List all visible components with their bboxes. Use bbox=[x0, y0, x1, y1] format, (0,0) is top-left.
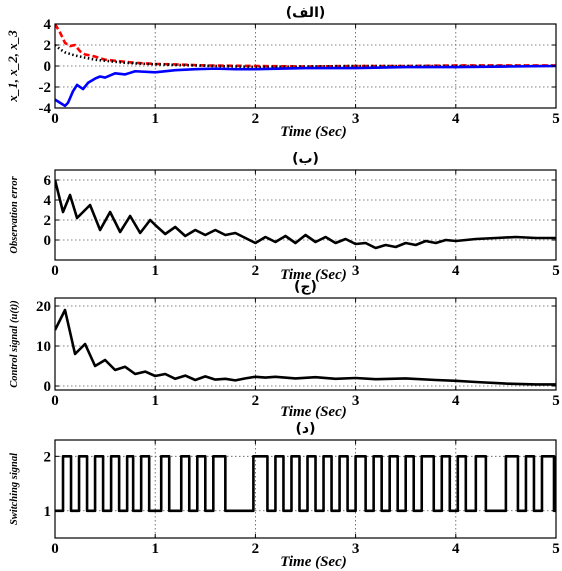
x-tick-label: 4 bbox=[452, 263, 460, 279]
y-axis-label: Control signal (u(t)) bbox=[9, 300, 20, 388]
x-tick-label: 2 bbox=[252, 263, 260, 279]
x-tick-label: 3 bbox=[352, 393, 360, 409]
x-axis-label: Time (Sec) bbox=[280, 404, 347, 420]
series-line-3 bbox=[55, 64, 556, 108]
x-tick-label: 3 bbox=[352, 263, 360, 279]
x-tick-label: 1 bbox=[151, 541, 159, 557]
axes-frame bbox=[54, 169, 557, 261]
series-line-1 bbox=[55, 308, 556, 386]
y-tick-label: 2 bbox=[44, 38, 52, 54]
x-tick-label: 1 bbox=[151, 263, 159, 279]
x-tick-label: 4 bbox=[452, 393, 460, 409]
y-tick-label: 2 bbox=[44, 449, 52, 465]
axes-frame bbox=[54, 439, 557, 539]
panel-1: (الف) 0 1 2 3 4 5 -4 -2 0 2 4 Time (Sec) x_1, x_2, x_… bbox=[5, 5, 560, 140]
series-line-1 bbox=[55, 455, 556, 513]
x-tick-label: 0 bbox=[51, 111, 59, 127]
grid bbox=[55, 298, 556, 390]
x-tick-label: 2 bbox=[252, 393, 260, 409]
series-line-1 bbox=[55, 179, 556, 250]
axes-frame bbox=[54, 297, 557, 391]
grid bbox=[55, 440, 556, 538]
x-tick-label: 3 bbox=[352, 541, 360, 557]
y-tick-label: 0 bbox=[44, 59, 52, 75]
y-axis-label: Switching signal bbox=[9, 453, 20, 525]
y-axis-label: Observation error bbox=[9, 175, 20, 253]
x-tick-label: 5 bbox=[552, 111, 560, 127]
x-tick-label: 1 bbox=[151, 393, 159, 409]
x-tick-label: 2 bbox=[252, 541, 260, 557]
x-tick-label: 5 bbox=[552, 393, 560, 409]
x-tick-label: 2 bbox=[252, 111, 260, 127]
x-tick-label: 4 bbox=[452, 111, 460, 127]
y-tick-label: 4 bbox=[44, 193, 52, 209]
panel-title: (د) bbox=[296, 421, 316, 437]
x-axis-label: Time (Sec) bbox=[280, 554, 347, 570]
x-axis-label: Time (Sec) bbox=[280, 124, 347, 140]
x-tick-label: 5 bbox=[552, 263, 560, 279]
panel-title: (الف) bbox=[286, 5, 326, 21]
x-tick-label: 1 bbox=[151, 111, 159, 127]
x-tick-label: 0 bbox=[51, 541, 59, 557]
y-tick-label: 0 bbox=[44, 233, 52, 249]
y-tick-label: 6 bbox=[44, 173, 52, 189]
y-tick-label: -4 bbox=[39, 101, 52, 117]
x-tick-label: 5 bbox=[552, 541, 560, 557]
panel-2: (ب) 0 1 2 3 4 5 0 2 4 6 Time (Sec) Observation error bbox=[9, 151, 560, 283]
y-tick-label: 0 bbox=[44, 379, 52, 395]
series-line-2 bbox=[55, 44, 556, 69]
x-axis-label: Time (Sec) bbox=[280, 267, 347, 283]
y-axis-label: x_1, x_2, x_3 bbox=[5, 30, 20, 103]
x-tick-label: 0 bbox=[51, 263, 59, 279]
x-tick-label: 4 bbox=[452, 541, 460, 557]
x-tick-label: 0 bbox=[51, 393, 59, 409]
panel-4: (د) 0 1 2 3 4 5 1 2 Time (Sec) Switching signal bbox=[9, 421, 560, 570]
y-tick-label: 10 bbox=[36, 339, 51, 355]
panel-3: (ج) 0 1 2 3 4 5 0 10 20 Time (Sec) Control signal (… bbox=[9, 279, 560, 420]
panel-title: (ب) bbox=[292, 151, 319, 167]
series-line-1 bbox=[55, 24, 556, 68]
y-tick-label: 2 bbox=[44, 213, 52, 229]
y-tick-label: 20 bbox=[36, 299, 51, 315]
y-tick-label: 1 bbox=[44, 504, 52, 520]
panel-title: (ج) bbox=[294, 279, 317, 295]
y-tick-label: -2 bbox=[39, 80, 52, 96]
x-tick-label: 3 bbox=[352, 111, 360, 127]
y-tick-label: 4 bbox=[44, 17, 52, 33]
